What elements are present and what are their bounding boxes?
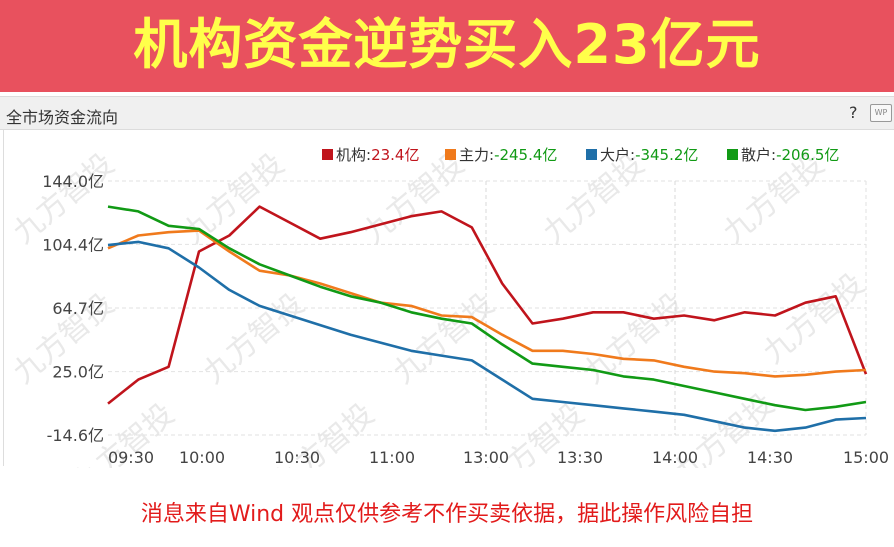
panel-title: 全市场资金流向 [6,108,119,127]
legend-swatch [445,149,456,160]
y-tick-label: -14.6亿 [47,426,104,445]
series-lines [107,205,868,433]
x-tick-label: 14:30 [747,448,793,467]
legend-label: 散户:-206.5亿 [741,146,839,164]
watermark-text: 九方智投 [577,287,691,391]
x-tick-label: 09:30 [108,448,154,467]
legend-label: 主力:-245.4亿 [459,146,557,164]
legend-swatch [322,149,333,160]
series-line-散户 [107,205,867,412]
title-banner: 机构资金逆势买入23亿元 [0,0,894,92]
x-axis-ticks: 09:30 10:00 10:30 11:00 13:00 13:30 14:00 14:30… [108,448,889,467]
panel-divider [3,130,4,466]
series-line-大户 [107,240,867,433]
x-tick-label: 13:30 [557,448,603,467]
wp-icon[interactable]: WP [870,104,892,122]
y-tick-label: 25.0亿 [52,363,104,382]
series-line-机构 [107,205,868,405]
legend-label: 机构:23.4亿 [336,146,419,164]
legend-swatch [727,149,738,160]
watermark-text: 九方智投 [757,267,871,371]
y-tick-label: 64.7亿 [52,299,104,318]
legend: 机构:23.4亿 主力:-245.4亿 大户:-345.2亿 散户:-206.5亿 [322,146,839,164]
series-line-主力 [107,229,867,378]
banner-title: 机构资金逆势买入23亿元 [133,13,761,76]
y-tick-label: 144.0亿 [42,172,104,191]
x-tick-label: 10:30 [274,448,320,467]
watermark-text: 九方智投 [177,147,291,251]
help-icon[interactable]: ? [849,103,858,122]
y-axis-ticks: 144.0亿 104.4亿 64.7亿 25.0亿 -14.6亿 [42,172,104,445]
grid [108,180,867,436]
watermark-text: 九方智投 [387,287,501,391]
x-tick-label: 11:00 [369,448,415,467]
panel-header: 全市场资金流向 ? WP [0,96,894,130]
legend-swatch [586,149,597,160]
x-tick-label: 13:00 [463,448,509,467]
x-tick-label: 15:00 [843,448,889,467]
disclaimer: 消息来自Wind 观点仅供参考不作买卖依据，据此操作风险自担 [140,502,754,527]
legend-label: 大户:-345.2亿 [600,146,698,164]
y-tick-label: 104.4亿 [42,235,104,254]
x-tick-label: 14:00 [652,448,698,467]
x-tick-label: 10:00 [179,448,225,467]
